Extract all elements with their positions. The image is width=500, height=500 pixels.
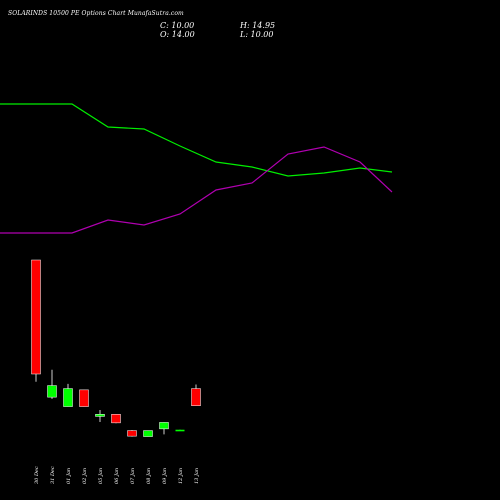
candle-body <box>127 430 137 437</box>
x-tick-label: 02 Jan <box>82 468 88 484</box>
x-tick-label: 13 Jan <box>194 468 200 484</box>
candle-body <box>31 259 41 375</box>
candle-body <box>95 414 105 417</box>
x-tick-label: 01 Jan <box>66 468 72 484</box>
candle-body <box>79 389 89 407</box>
candle-body <box>191 388 201 406</box>
candle-body <box>143 430 153 437</box>
x-tick-label: 08 Jan <box>146 468 152 484</box>
magenta-indicator-line <box>0 146 393 234</box>
x-tick-label: 06 Jan <box>114 468 120 484</box>
x-tick-label: 31 Dec <box>50 466 56 484</box>
candle-body <box>175 429 185 432</box>
chart-title: SOLARINDS 10500 PE Options Chart MunafaS… <box>8 10 184 17</box>
x-tick-label: 09 Jan <box>162 468 168 484</box>
x-tick-label: 07 Jan <box>130 468 136 484</box>
close-price: C: 10.00 <box>160 21 195 30</box>
low-price: L: 10.00 <box>240 30 274 39</box>
x-tick-label: 30 Dec <box>34 466 40 484</box>
high-price: H: 14.95 <box>240 21 276 30</box>
green-indicator-line <box>0 103 393 177</box>
x-tick-label: 12 Jan <box>178 468 184 484</box>
candle-body <box>159 422 169 430</box>
x-tick-label: 05 Jan <box>98 468 104 484</box>
open-price: O: 14.00 <box>160 30 195 39</box>
candle-body <box>63 388 73 407</box>
candle-body <box>47 385 57 398</box>
candle-body <box>111 414 121 424</box>
